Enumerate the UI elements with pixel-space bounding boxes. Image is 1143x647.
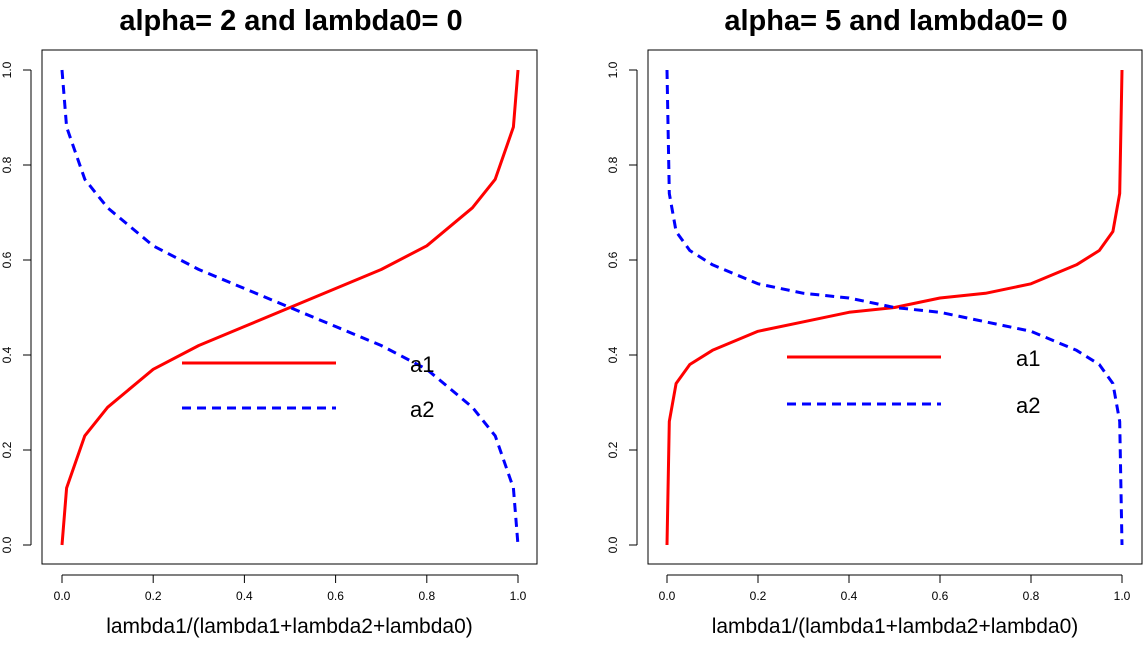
y-tick-label: 0.2: [606, 441, 620, 458]
series-line-a1: [60, 69, 520, 546]
x-axis-label: lambda1/(lambda1+lambda2+lambda0): [712, 615, 1079, 638]
y-tick-label: 1.0: [606, 61, 620, 78]
series-line-a1: [665, 69, 1124, 546]
y-tick-label: 0.8: [0, 156, 14, 173]
legend-label-a1: a1: [410, 352, 434, 377]
x-tick-label: 1.0: [510, 589, 527, 603]
x-tick-label: 0.2: [750, 589, 767, 603]
plot-frame: [647, 49, 1143, 565]
legend: a1 a2: [787, 346, 1040, 418]
y-tick-label: 0.8: [606, 156, 620, 173]
y-tick-label: 0.4: [606, 346, 620, 363]
chart-panel-2: alpha= 5 and lambda0= 0 0.0 0.2 0.4 0.6 0.8 1.…: [606, 5, 1143, 638]
y-tick-label: 1.0: [0, 61, 14, 78]
x-tick-label: 0.8: [418, 589, 435, 603]
x-tick-label: 0.2: [145, 589, 162, 603]
chart-title: alpha= 5 and lambda0= 0: [724, 5, 1067, 37]
y-tick-label: 0.0: [0, 536, 14, 553]
x-tick-label: 0.0: [659, 589, 676, 603]
x-tick-label: 0.4: [236, 589, 253, 603]
x-axis-label: lambda1/(lambda1+lambda2+lambda0): [106, 615, 473, 638]
plot-frame: [41, 49, 538, 565]
legend-label-a2: a2: [410, 397, 434, 422]
y-tick-label: 0.6: [0, 251, 14, 268]
y-tick-label: 0.6: [606, 251, 620, 268]
series-line-a2: [60, 69, 520, 546]
y-tick-label: 0.2: [0, 441, 14, 458]
y-tick-label: 0.4: [0, 346, 14, 363]
x-axis: 0.0 0.2 0.4 0.6 0.8 1.0: [54, 574, 527, 603]
x-axis: 0.0 0.2 0.4 0.6 0.8 1.0: [659, 574, 1131, 603]
series-line-a2: [665, 69, 1124, 546]
y-axis: 0.0 0.2 0.4 0.6 0.8 1.0: [606, 61, 638, 553]
x-tick-label: 0.6: [327, 589, 344, 603]
x-tick-label: 0.8: [1023, 589, 1040, 603]
x-tick-label: 0.0: [54, 589, 71, 603]
y-axis: 0.0 0.2 0.4 0.6 0.8 1.0: [0, 61, 32, 553]
legend: a1 a2: [182, 352, 434, 422]
chart-title: alpha= 2 and lambda0= 0: [119, 5, 462, 37]
chart-panel-1: alpha= 2 and lambda0= 0 0.0 0.2 0.4 0.6 0.8 1.…: [0, 5, 538, 638]
x-tick-label: 0.4: [841, 589, 858, 603]
legend-label-a2: a2: [1016, 393, 1040, 418]
legend-label-a1: a1: [1016, 346, 1040, 371]
x-tick-label: 0.6: [932, 589, 949, 603]
y-tick-label: 0.0: [606, 536, 620, 553]
x-tick-label: 1.0: [1114, 589, 1131, 603]
